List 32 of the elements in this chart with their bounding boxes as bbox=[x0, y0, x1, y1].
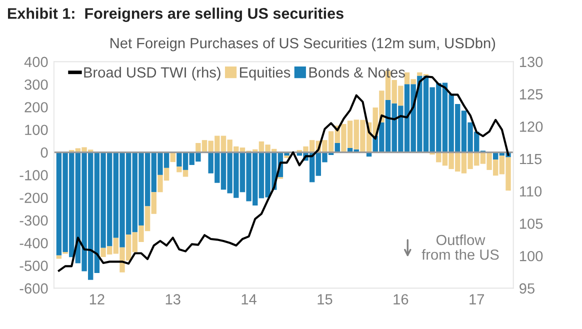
legend-label: Bonds & Notes bbox=[309, 66, 405, 78]
y-tick-label: 400 bbox=[24, 56, 48, 68]
y2-tick-label: 130 bbox=[520, 56, 543, 68]
chart-title: Exhibit 1: Foreigners are selling US securities bbox=[8, 8, 344, 22]
annotation: Outflow from the US bbox=[422, 234, 499, 260]
y-tick-label: -100 bbox=[20, 170, 48, 180]
y2-tick-label: 95 bbox=[520, 283, 534, 294]
y2-tick-label: 120 bbox=[520, 122, 543, 132]
y-tick-label: -600 bbox=[20, 283, 48, 294]
y-tick-label: -400 bbox=[20, 238, 48, 248]
y-tick-label: 100 bbox=[25, 124, 48, 136]
chart-subtitle: Net Foreign Purchases of US Securities (12m sum, USDbn) bbox=[110, 38, 496, 52]
x-tick-label: 15 bbox=[318, 294, 332, 304]
x-tick-label: 14 bbox=[242, 294, 256, 304]
y-tick-label: -300 bbox=[20, 215, 48, 226]
x-tick-label: 16 bbox=[394, 294, 408, 304]
x-tick-label: 12 bbox=[90, 294, 104, 304]
y-tick-label: 300 bbox=[24, 79, 48, 90]
y2-tick-label: 110 bbox=[520, 186, 542, 197]
x-tick-label: 17 bbox=[470, 294, 484, 304]
y-tick-label: 200 bbox=[24, 102, 48, 112]
legend-label: Broad USD TWI (rhs) bbox=[84, 66, 220, 80]
y2-tick-label: 125 bbox=[520, 89, 543, 100]
y2-tick-label: 115 bbox=[520, 154, 542, 164]
legend-label: Equities bbox=[240, 66, 290, 80]
y-tick-label: 0 bbox=[40, 147, 48, 158]
y2-tick-label: 100 bbox=[520, 250, 543, 262]
y-tick-label: -200 bbox=[20, 192, 48, 204]
bar bbox=[56, 255, 62, 259]
y2-tick-label: 105 bbox=[520, 218, 543, 229]
y-tick-label: -500 bbox=[20, 260, 48, 271]
x-tick-label: 13 bbox=[166, 294, 180, 304]
